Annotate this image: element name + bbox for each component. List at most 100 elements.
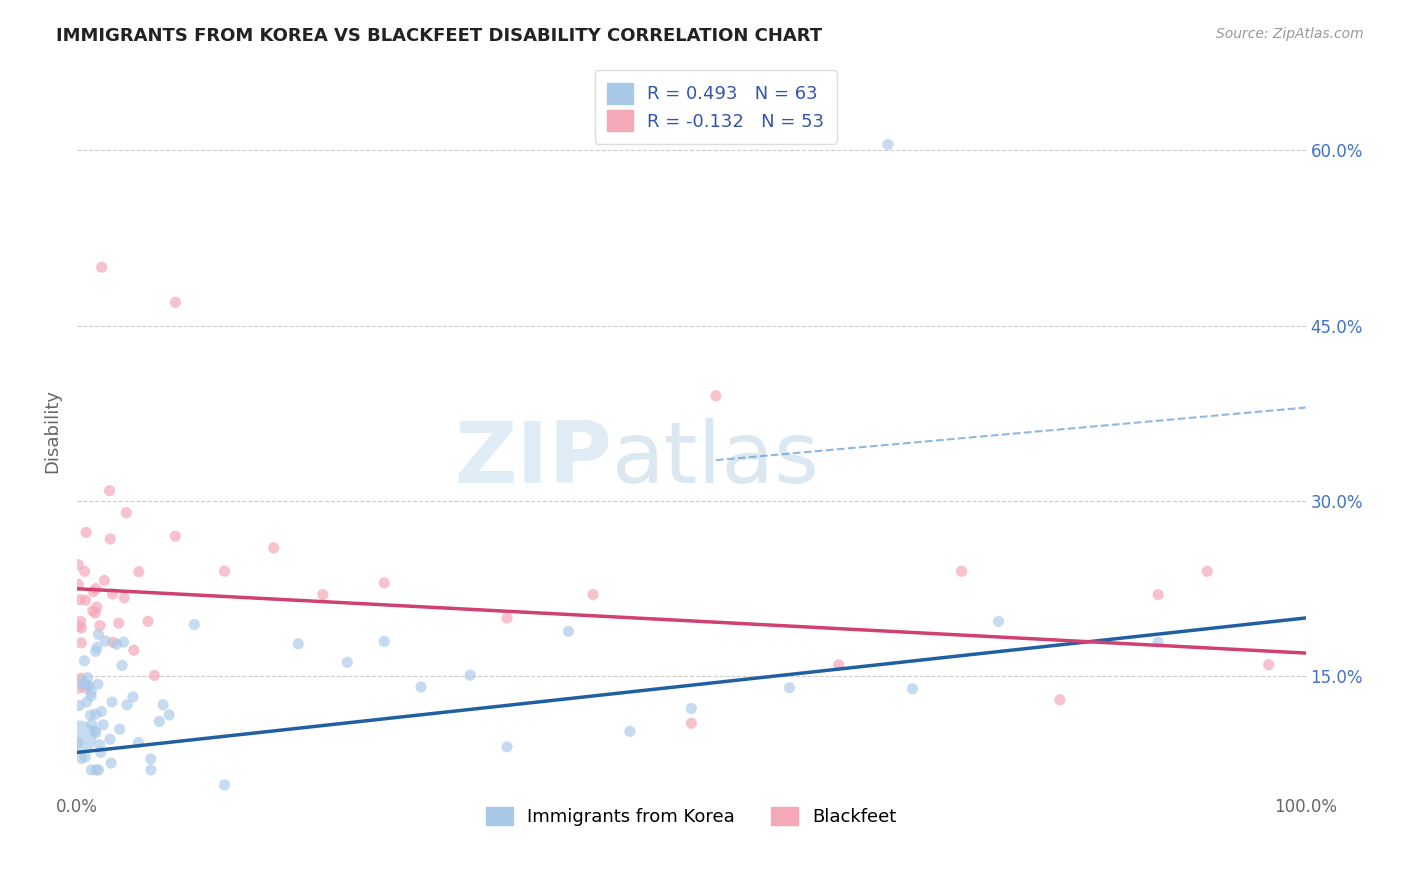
Point	[779, 681, 801, 695]
Point	[87, 763, 110, 777]
Point	[105, 637, 128, 651]
Point	[152, 698, 174, 712]
Point	[80, 717, 103, 731]
Point	[82, 584, 104, 599]
Point	[139, 763, 162, 777]
Point	[73, 565, 96, 579]
Point	[704, 389, 727, 403]
Point	[70, 751, 93, 765]
Point	[84, 606, 107, 620]
Point	[70, 636, 93, 650]
Point	[157, 708, 180, 723]
Point	[67, 681, 90, 695]
Point	[101, 635, 124, 649]
Point	[69, 731, 91, 745]
Point	[987, 615, 1010, 629]
Point	[336, 655, 359, 669]
Point	[75, 525, 97, 540]
Point	[263, 541, 285, 555]
Point	[89, 738, 111, 752]
Point	[1257, 657, 1279, 672]
Point	[80, 689, 103, 703]
Point	[1049, 693, 1071, 707]
Point	[73, 676, 96, 690]
Point	[681, 716, 703, 731]
Point	[73, 654, 96, 668]
Point	[409, 680, 432, 694]
Point	[67, 676, 90, 690]
Point	[93, 574, 115, 588]
Point	[496, 739, 519, 754]
Point	[373, 634, 395, 648]
Point	[86, 640, 108, 655]
Point	[115, 506, 138, 520]
Text: Source: ZipAtlas.com: Source: ZipAtlas.com	[1216, 27, 1364, 41]
Point	[115, 698, 138, 712]
Point	[90, 260, 112, 275]
Point	[101, 587, 124, 601]
Point	[139, 752, 162, 766]
Point	[90, 705, 112, 719]
Y-axis label: Disability: Disability	[44, 389, 60, 473]
Point	[950, 564, 973, 578]
Point	[75, 593, 97, 607]
Point	[76, 671, 98, 685]
Point	[165, 529, 187, 543]
Point	[148, 714, 170, 729]
Point	[101, 695, 124, 709]
Point	[69, 592, 91, 607]
Point	[165, 295, 187, 310]
Point	[107, 616, 129, 631]
Point	[458, 668, 481, 682]
Text: IMMIGRANTS FROM KOREA VS BLACKFEET DISABILITY CORRELATION CHART: IMMIGRANTS FROM KOREA VS BLACKFEET DISAB…	[56, 27, 823, 45]
Point	[98, 732, 121, 747]
Point	[67, 577, 90, 591]
Point	[86, 763, 108, 777]
Point	[87, 627, 110, 641]
Point	[69, 671, 91, 685]
Point	[84, 582, 107, 596]
Point	[70, 621, 93, 635]
Point	[67, 736, 90, 750]
Point	[496, 611, 519, 625]
Point	[582, 588, 605, 602]
Point	[69, 615, 91, 629]
Point	[100, 756, 122, 770]
Point	[79, 708, 101, 723]
Point	[98, 532, 121, 546]
Point	[128, 565, 150, 579]
Point	[373, 575, 395, 590]
Point	[122, 690, 145, 704]
Point	[84, 644, 107, 658]
Point	[83, 723, 105, 738]
Point	[67, 619, 90, 633]
Point	[76, 695, 98, 709]
Point	[176, 802, 198, 816]
Point	[287, 637, 309, 651]
Point	[1147, 635, 1170, 649]
Point	[828, 657, 851, 672]
Point	[108, 723, 131, 737]
Point	[98, 483, 121, 498]
Point	[80, 763, 103, 777]
Point	[901, 681, 924, 696]
Point	[94, 634, 117, 648]
Point	[136, 615, 159, 629]
Point	[77, 679, 100, 693]
Point	[1197, 564, 1219, 578]
Point	[90, 746, 112, 760]
Point	[84, 725, 107, 739]
Point	[112, 635, 135, 649]
Point	[312, 588, 335, 602]
Point	[214, 778, 236, 792]
Point	[82, 604, 104, 618]
Point	[143, 668, 166, 682]
Legend: Immigrants from Korea, Blackfeet: Immigrants from Korea, Blackfeet	[477, 797, 905, 835]
Point	[557, 624, 579, 639]
Point	[681, 701, 703, 715]
Point	[250, 805, 273, 820]
Point	[1147, 588, 1170, 602]
Point	[619, 724, 641, 739]
Point	[80, 685, 103, 699]
Point	[76, 678, 98, 692]
